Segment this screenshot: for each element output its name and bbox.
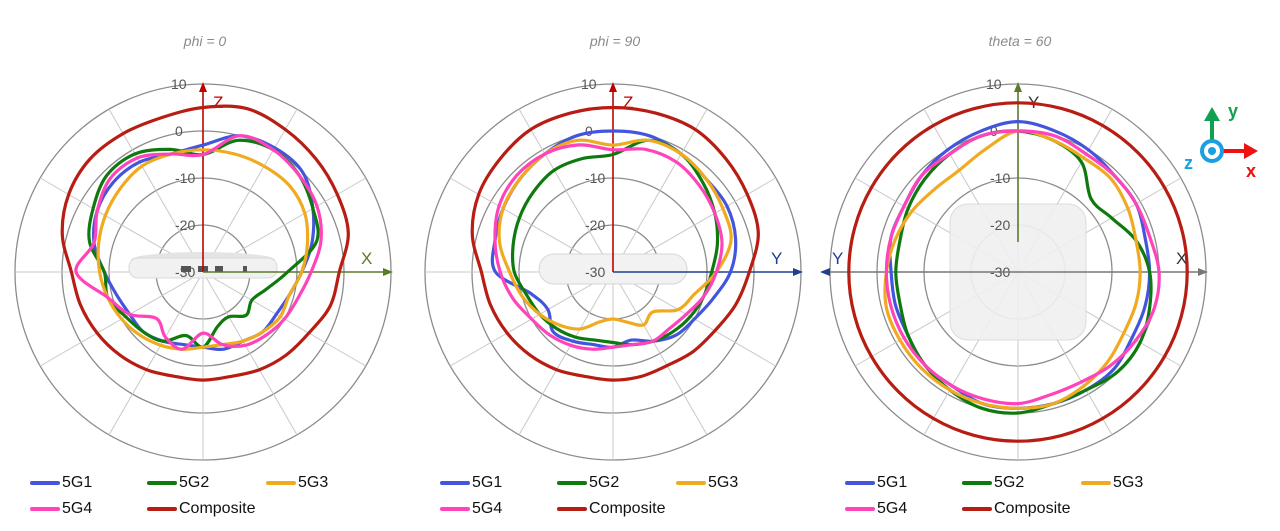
grid-spoke: [108, 108, 204, 273]
horizontal-axis-label: X: [1176, 249, 1187, 268]
grid-spoke: [518, 108, 614, 273]
polar-plot: 10 0 -10 -20 -30 Z X: [14, 76, 393, 461]
series-5g4: [74, 134, 323, 351]
coordinate-triad-icon: y x z: [1184, 101, 1258, 181]
legend-label: 5G2: [589, 474, 620, 491]
legend-item-5g2: 5G2: [962, 472, 1024, 494]
triad-y-label: y: [1228, 101, 1238, 121]
grid-spoke: [612, 108, 708, 273]
panel-theta60: theta = 60 10 0 -10 -20 -30 Y X Y: [815, 0, 1225, 531]
legend-item-5g4: 5G4: [440, 498, 502, 520]
legend-label: 5G4: [877, 500, 908, 517]
legend-label: 5G1: [877, 474, 908, 491]
legend-label: Composite: [994, 500, 1071, 517]
series-5g3: [96, 148, 310, 351]
legend-swatch: [440, 481, 470, 485]
horizontal-axis-label: X: [361, 249, 372, 268]
legend-swatch: [962, 507, 992, 511]
ring-label: 10: [581, 76, 597, 92]
ring-label: 10: [171, 76, 187, 92]
legend-label: 5G2: [179, 474, 210, 491]
vertical-axis-label: Z: [623, 93, 633, 112]
grid-spoke: [108, 271, 204, 436]
legend-item-composite: Composite: [147, 498, 255, 520]
series-5g4: [884, 129, 1161, 406]
legend-label: 5G3: [1113, 474, 1144, 491]
ring-label: -20: [175, 217, 195, 233]
vertical-axis-label: Z: [213, 93, 223, 112]
legend-swatch: [557, 481, 587, 485]
series-composite: [60, 104, 350, 382]
grid-spoke: [202, 108, 298, 273]
ring-label: -10: [585, 170, 605, 186]
legend-item-5g1: 5G1: [30, 472, 92, 494]
panel-title: theta = 60: [988, 33, 1052, 49]
series-5g3: [883, 129, 1142, 410]
series-composite: [470, 105, 760, 382]
legend-item-5g3: 5G3: [266, 472, 328, 494]
legend-swatch: [440, 507, 470, 511]
ring-label: -10: [175, 170, 195, 186]
grid-spoke: [518, 271, 614, 436]
legend-swatch: [845, 481, 875, 485]
legend-swatch: [962, 481, 992, 485]
ring-label: -20: [990, 217, 1010, 233]
legend-swatch: [557, 507, 587, 511]
ring-label: 0: [175, 123, 183, 139]
legend-label: 5G3: [708, 474, 739, 491]
polar-plot: 10 0 -10 -20 -30 Z Y: [424, 76, 803, 461]
legend-swatch: [266, 481, 296, 485]
legend-item-5g1: 5G1: [440, 472, 502, 494]
legend-label: 5G4: [62, 500, 93, 517]
triad-z-label: z: [1184, 153, 1193, 173]
ring-label: 10: [986, 76, 1002, 92]
horizontal-axis-label-left: Y: [832, 249, 843, 268]
ring-label: -30: [175, 264, 195, 280]
legend-swatch: [1081, 481, 1111, 485]
legend-item-5g1: 5G1: [845, 472, 907, 494]
ring-label: -30: [585, 264, 605, 280]
legend-label: Composite: [589, 500, 666, 517]
series-5g4: [493, 143, 724, 351]
legend-swatch: [676, 481, 706, 485]
series-5g2: [894, 129, 1153, 415]
panel-phi90: phi = 90 10 0 -10 -20 -30 Z Y: [410, 0, 820, 531]
panel-phi0: phi = 0 10 0 -10 -20 -30 Z X: [0, 0, 410, 531]
legend-item-5g2: 5G2: [557, 472, 619, 494]
horizontal-axis-label: Y: [771, 249, 782, 268]
ring-label: 0: [585, 123, 593, 139]
legend-item-composite: Composite: [962, 498, 1070, 520]
series-composite: [847, 101, 1189, 443]
legend-label: 5G3: [298, 474, 329, 491]
legend-swatch: [30, 507, 60, 511]
legend-item-5g4: 5G4: [30, 498, 92, 520]
legend-item-5g3: 5G3: [676, 472, 738, 494]
ring-label: -20: [585, 217, 605, 233]
panel-title: phi = 90: [589, 33, 641, 49]
legend-swatch: [30, 481, 60, 485]
legend-label: 5G1: [472, 474, 503, 491]
legend-item-5g3: 5G3: [1081, 472, 1143, 494]
series-5g3: [497, 138, 733, 331]
panel-title: phi = 0: [183, 33, 227, 49]
legend-label: Composite: [179, 500, 256, 517]
legend-swatch: [147, 481, 177, 485]
legend-label: 5G2: [994, 474, 1025, 491]
legend-label: 5G1: [62, 474, 93, 491]
legend-swatch: [845, 507, 875, 511]
grid-spoke: [202, 271, 298, 436]
ring-label: -10: [990, 170, 1010, 186]
triad-x-label: x: [1246, 161, 1256, 181]
legend-item-5g2: 5G2: [147, 472, 209, 494]
legend-swatch: [147, 507, 177, 511]
legend-label: 5G4: [472, 500, 503, 517]
legend-item-composite: Composite: [557, 498, 665, 520]
legend-item-5g4: 5G4: [845, 498, 907, 520]
grid-spoke: [612, 271, 708, 436]
